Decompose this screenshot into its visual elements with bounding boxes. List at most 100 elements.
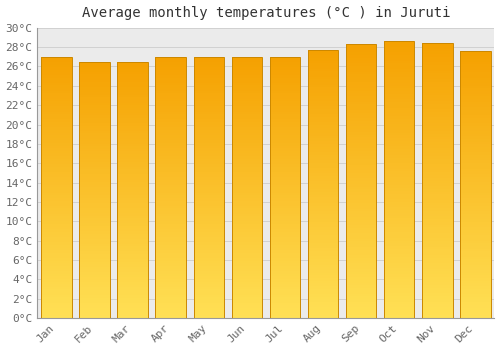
Bar (308, 262, 338, 265)
Bar (346, 241, 376, 244)
Bar (460, 257, 490, 259)
Bar (232, 109, 262, 112)
Bar (41, 297, 72, 300)
Bar (270, 93, 300, 96)
Bar (346, 124, 376, 126)
Bar (41, 219, 72, 222)
Bar (308, 50, 338, 52)
Bar (156, 167, 186, 169)
Bar (156, 214, 186, 216)
Bar (41, 143, 72, 146)
Bar (460, 203, 490, 206)
Bar (460, 112, 490, 115)
Bar (308, 246, 338, 248)
Bar (118, 254, 148, 257)
Bar (308, 63, 338, 66)
Bar (384, 310, 414, 313)
Bar (308, 147, 338, 149)
Bar (270, 240, 300, 242)
Bar (80, 267, 110, 270)
Bar (346, 126, 376, 129)
Bar (460, 128, 490, 131)
Bar (270, 190, 300, 193)
Bar (384, 205, 414, 208)
Bar (460, 233, 490, 235)
Bar (460, 94, 490, 96)
Bar (460, 78, 490, 80)
Bar (384, 199, 414, 202)
Bar (270, 266, 300, 268)
Bar (41, 195, 72, 198)
Bar (80, 228, 110, 231)
Bar (384, 44, 414, 47)
Bar (156, 289, 186, 292)
Bar (308, 77, 338, 79)
Bar (118, 169, 148, 172)
Bar (346, 195, 376, 198)
Bar (346, 134, 376, 137)
Bar (270, 109, 300, 112)
Bar (232, 72, 262, 75)
Bar (194, 96, 224, 99)
Bar (41, 75, 72, 78)
Bar (156, 159, 186, 161)
Bar (156, 60, 186, 62)
Bar (232, 188, 262, 190)
Bar (346, 198, 376, 200)
Bar (156, 185, 186, 188)
Bar (346, 244, 376, 247)
Bar (422, 173, 452, 175)
Bar (118, 303, 148, 305)
Bar (346, 96, 376, 99)
Bar (80, 200, 110, 203)
Bar (80, 310, 110, 313)
Bar (118, 249, 148, 251)
Bar (308, 52, 338, 55)
Bar (232, 143, 262, 146)
Bar (346, 310, 376, 313)
Bar (232, 229, 262, 232)
Bar (270, 289, 300, 292)
Bar (384, 130, 414, 133)
Bar (384, 227, 414, 230)
Bar (460, 161, 490, 163)
Bar (156, 57, 186, 60)
Bar (346, 291, 376, 294)
Bar (80, 280, 110, 282)
Bar (460, 214, 490, 217)
Bar (346, 280, 376, 282)
Bar (270, 119, 300, 122)
Bar (118, 226, 148, 228)
Bar (346, 187, 376, 189)
Bar (41, 289, 72, 292)
Bar (384, 290, 414, 293)
Bar (156, 258, 186, 261)
Bar (308, 224, 338, 227)
Bar (308, 205, 338, 208)
Bar (384, 69, 414, 72)
Bar (460, 64, 490, 67)
Bar (270, 287, 300, 289)
Bar (41, 229, 72, 232)
Bar (422, 203, 452, 205)
Bar (384, 315, 414, 318)
Bar (346, 55, 376, 58)
Bar (460, 308, 490, 310)
Bar (118, 216, 148, 218)
Bar (422, 269, 452, 272)
Bar (422, 244, 452, 247)
Bar (118, 87, 148, 90)
Bar (194, 180, 224, 182)
Bar (346, 206, 376, 209)
Bar (41, 198, 72, 201)
Bar (41, 237, 72, 240)
Bar (308, 278, 338, 281)
Bar (194, 114, 224, 117)
Bar (41, 245, 72, 247)
Bar (422, 68, 452, 71)
Bar (270, 140, 300, 143)
Bar (80, 223, 110, 226)
Bar (80, 105, 110, 108)
Bar (308, 85, 338, 88)
Bar (460, 286, 490, 289)
